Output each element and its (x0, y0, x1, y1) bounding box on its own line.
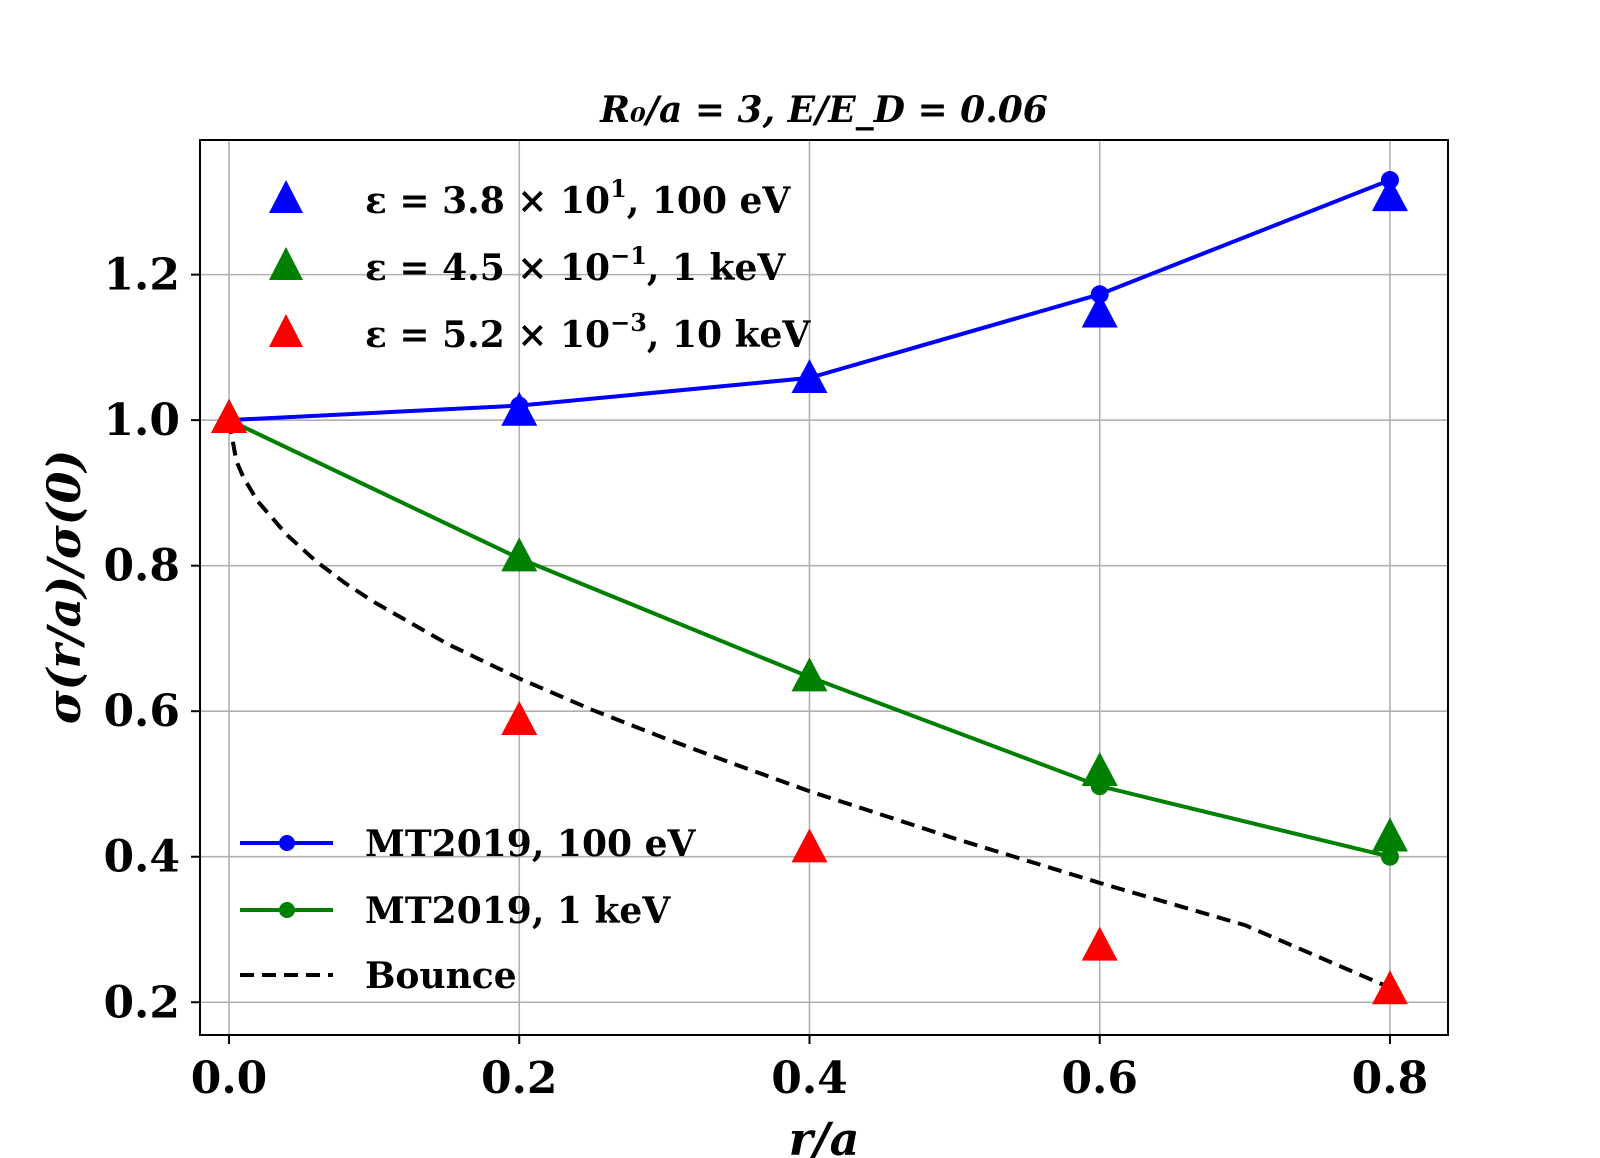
axis-ticks: 0.0 0.2 0.4 0.6 0.80.20.40.60.81.01.2 (103, 250, 1428, 1104)
legend-dot-green (279, 902, 295, 918)
x-tick-label: 0.8 (1352, 1053, 1429, 1104)
y-tick-label: 0.2 (103, 977, 180, 1028)
grid (200, 140, 1448, 1035)
legend-top-exponent: −1 (610, 241, 647, 270)
legend-top-exponent: 1 (610, 174, 627, 203)
legend-top-label: ε = 5.2 × 10 (365, 314, 610, 356)
triangle-data-point (791, 359, 828, 394)
chart-title: R₀/a = 3, E/E_D = 0.06 (599, 89, 1048, 131)
triangle-data-point (1081, 293, 1118, 328)
legend-top-entry: ε = 4.5 × 10−1, 1 keV (269, 241, 786, 289)
legend-bottom-label: MT2019, 1 keV (365, 890, 671, 932)
y-axis-label: σ(r/a)/σ(0) (37, 450, 91, 725)
legend-top-suffix: , 10 keV (647, 314, 812, 356)
legend-marker-green-triangle (269, 247, 303, 280)
legend-bottom-label: MT2019, 100 eV (365, 823, 696, 865)
y-tick-label: 0.8 (103, 541, 180, 592)
x-tick-label: 0.0 (191, 1053, 268, 1104)
bounce-dashed-line (227, 419, 1391, 990)
svg-text:ε = 5.2 × 10−3, 10 keV: ε = 5.2 × 10−3, 10 keV (365, 308, 811, 356)
legend-bottom-entry: Bounce (240, 955, 517, 997)
legend-top-entry: ε = 5.2 × 10−3, 10 keV (269, 308, 811, 356)
legend-marker-red-triangle (269, 314, 303, 347)
legend-bottom: MT2019, 100 eV MT2019, 1 keV Bounce (240, 823, 696, 997)
legend-top-label: ε = 3.8 × 10 (365, 180, 610, 222)
legend-top-exponent: −3 (610, 308, 647, 337)
legend-dot-blue (279, 835, 295, 851)
legend-marker-blue-triangle (269, 180, 303, 213)
triangle-data-point (501, 537, 538, 572)
triangle-data-point (1081, 751, 1118, 786)
x-axis-label: r/a (789, 1112, 860, 1158)
y-tick-label: 0.6 (103, 686, 180, 737)
triangle-data-point (1371, 177, 1408, 212)
legend-bottom-label: Bounce (365, 955, 517, 997)
legend-bottom-entry: MT2019, 100 eV (240, 823, 696, 865)
y-tick-label: 0.4 (103, 832, 180, 883)
plot-area (211, 171, 1408, 1005)
legend-top: ε = 3.8 × 101, 100 eV ε = 4.5 × 10−1, 1 … (269, 174, 811, 356)
triangle-data-point (501, 701, 538, 736)
x-tick-label: 0.2 (481, 1053, 558, 1104)
triangle-data-point (1371, 970, 1408, 1005)
svg-text:ε = 3.8 × 101, 100 eV: ε = 3.8 × 101, 100 eV (365, 174, 791, 222)
y-tick-label: 1.2 (103, 250, 180, 301)
mt2019-data-point (1380, 847, 1399, 866)
triangle-data-point (211, 399, 248, 434)
triangle-data-point (791, 657, 828, 692)
svg-text:ε = 4.5 × 10−1, 1 keV: ε = 4.5 × 10−1, 1 keV (365, 241, 786, 289)
legend-bottom-entry: MT2019, 1 keV (240, 890, 671, 932)
plot-frame (199, 139, 1449, 1036)
legend-top-suffix: , 1 keV (647, 247, 786, 289)
triangle-data-point (501, 391, 538, 426)
legend-top-entry: ε = 3.8 × 101, 100 eV (269, 174, 791, 222)
legend-top-suffix: , 100 eV (627, 180, 792, 222)
x-tick-label: 0.4 (771, 1053, 848, 1104)
legend-top-label: ε = 4.5 × 10 (365, 247, 610, 289)
triangle-data-point (791, 828, 828, 863)
triangle-data-point (1081, 926, 1118, 961)
y-tick-label: 1.0 (103, 395, 180, 446)
x-tick-label: 0.6 (1061, 1053, 1138, 1104)
triangle-data-point (1371, 817, 1408, 852)
